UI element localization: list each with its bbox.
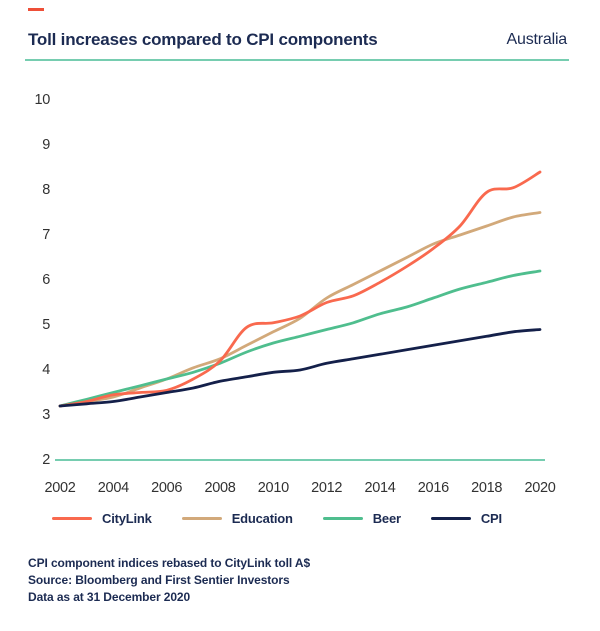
- footnote-line: CPI component indices rebased to CityLin…: [28, 556, 311, 570]
- y-axis-tick-label: 8: [42, 182, 50, 198]
- legend-item-beer: Beer: [322, 511, 401, 526]
- x-axis-tick-label: 2012: [311, 480, 343, 496]
- legend-item-education: Education: [181, 511, 293, 526]
- footnote-line: Data as at 31 December 2020: [28, 590, 191, 604]
- series-line-citylink: [58, 170, 542, 408]
- legend-swatch-icon: [322, 517, 363, 520]
- y-axis-tick-label: 5: [42, 317, 50, 333]
- chart-footnotes: CPI component indices rebased to CityLin…: [28, 555, 310, 606]
- y-axis-tick-label: 3: [42, 407, 50, 423]
- footnote-line: Source: Bloomberg and First Sentier Inve…: [28, 573, 290, 587]
- legend-swatch-icon: [430, 517, 471, 520]
- x-axis-tick-label: 2018: [471, 480, 503, 496]
- x-axis-tick-label: 2006: [151, 480, 183, 496]
- legend-label: Education: [231, 511, 293, 526]
- legend-item-cpi: CPI: [430, 511, 502, 526]
- chart-legend: CityLink Education Beer CPI: [52, 511, 502, 526]
- x-axis-tick-label: 2020: [524, 480, 556, 496]
- x-axis-tick-label: 2008: [204, 480, 236, 496]
- page-title: Toll increases compared to CPI component…: [28, 30, 378, 49]
- y-axis-tick-label: 7: [42, 227, 50, 243]
- series-line-beer: [58, 269, 542, 408]
- y-axis-tick-label: 2: [42, 452, 50, 468]
- region-label: Australia: [506, 31, 568, 48]
- legend-item-citylink: CityLink: [52, 511, 152, 526]
- y-axis-tick-label: 9: [42, 137, 50, 153]
- x-axis-tick-label: 2014: [364, 480, 396, 496]
- legend-label: Beer: [372, 511, 401, 526]
- x-axis-tick-label: 2004: [97, 480, 129, 496]
- legend-swatch-icon: [52, 517, 92, 520]
- series-line-education: [58, 211, 542, 408]
- y-axis-tick-label: 6: [42, 272, 50, 288]
- legend-label: CityLink: [102, 511, 152, 526]
- x-axis-tick-label: 2016: [417, 480, 449, 496]
- header-divider: [25, 59, 569, 61]
- legend-label: CPI: [480, 511, 502, 526]
- y-axis-tick-label: 10: [34, 92, 50, 108]
- brand-dash-icon: [28, 8, 44, 11]
- series-line-cpi: [58, 328, 542, 408]
- y-axis-tick-label: 4: [42, 362, 50, 378]
- x-axis-tick-label: 2002: [44, 480, 76, 496]
- legend-swatch-icon: [181, 517, 222, 520]
- x-axis-tick-label: 2010: [257, 480, 289, 496]
